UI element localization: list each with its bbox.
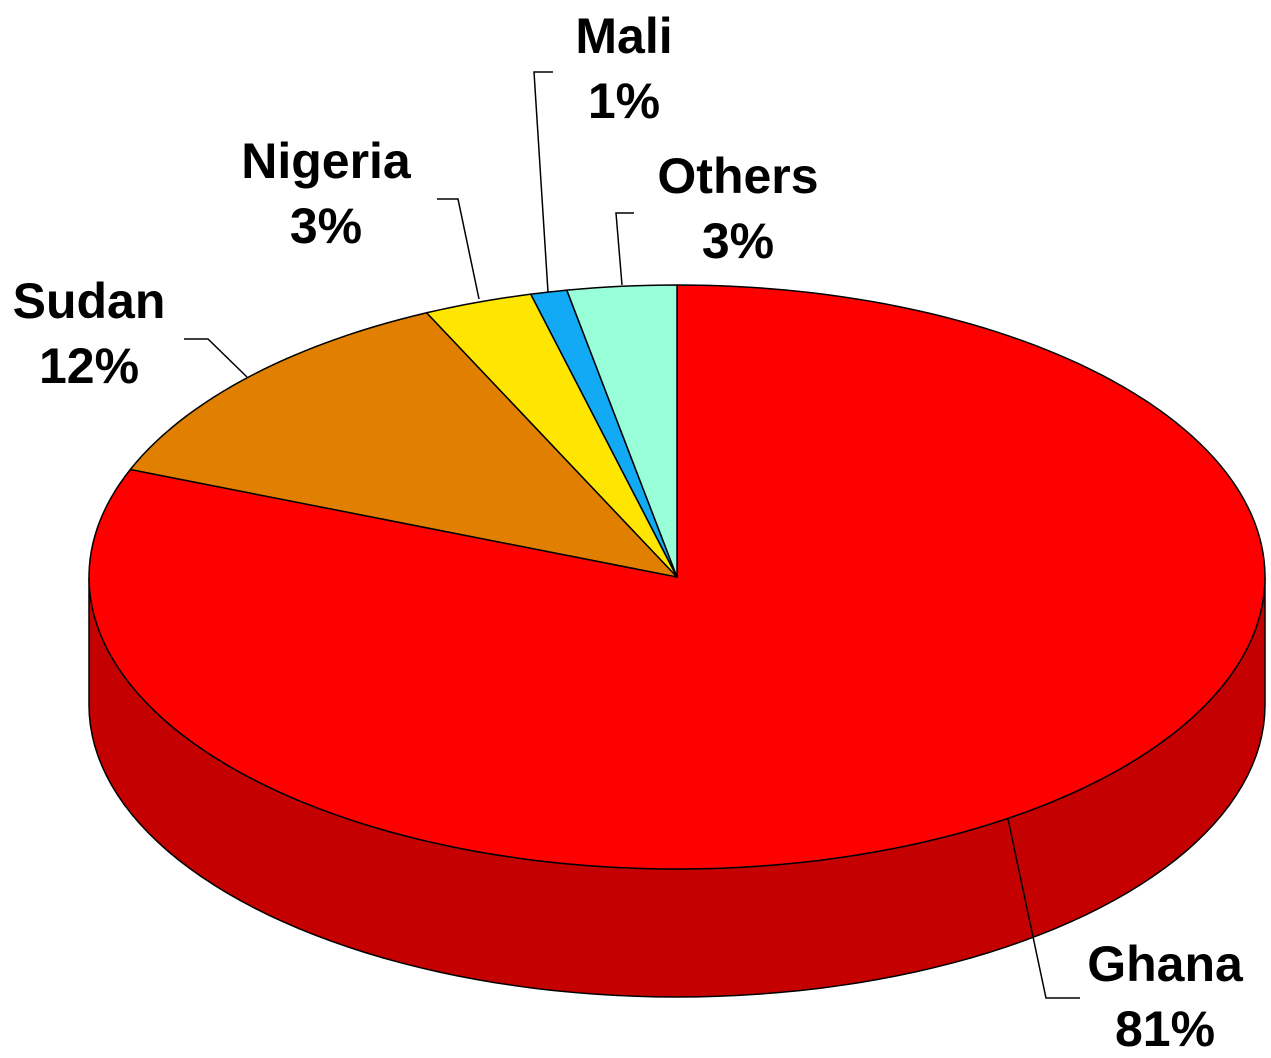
label-ghana-name: Ghana — [1087, 936, 1244, 992]
pie-slices — [88, 284, 1266, 870]
leader-line-nigeria — [437, 198, 480, 300]
label-others-value: 3% — [702, 213, 774, 269]
leader-line-others — [615, 212, 634, 286]
label-nigeria-value: 3% — [290, 198, 362, 254]
label-nigeria-name: Nigeria — [241, 133, 412, 189]
slice-labels: Ghana 81% Sudan 12% Nigeria 3% Mali 1% O… — [13, 8, 1244, 1057]
label-ghana-value: 81% — [1115, 1001, 1215, 1057]
leader-line-sudan — [184, 338, 248, 378]
label-others-name: Others — [657, 148, 818, 204]
slice-others — [566, 284, 678, 578]
leader-line-mali — [533, 71, 553, 293]
slice-sudan — [129, 312, 678, 578]
leader-line-ghana — [1007, 818, 1080, 999]
leader-lines — [184, 71, 1080, 999]
label-sudan-name: Sudan — [13, 273, 166, 329]
label-sudan-value: 12% — [39, 338, 139, 394]
slice-nigeria — [425, 293, 678, 578]
label-mali-name: Mali — [575, 8, 672, 64]
label-mali-value: 1% — [588, 73, 660, 129]
